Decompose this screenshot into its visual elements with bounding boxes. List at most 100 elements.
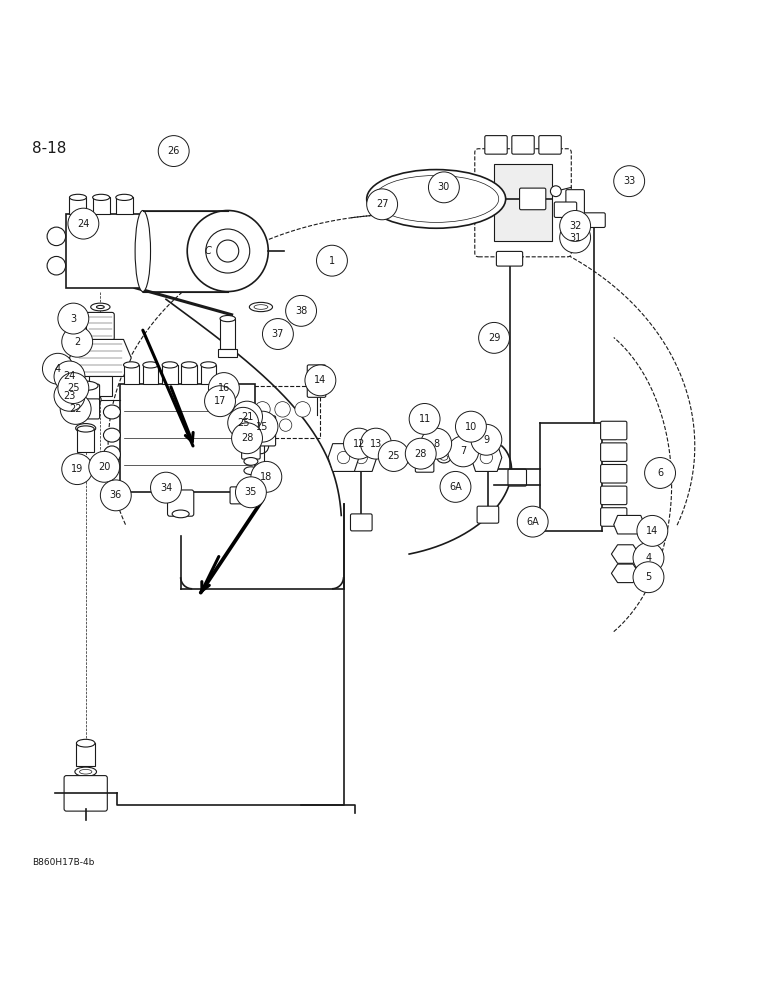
Circle shape	[633, 562, 664, 593]
Circle shape	[355, 451, 367, 464]
Circle shape	[232, 401, 262, 432]
Ellipse shape	[80, 769, 92, 774]
Ellipse shape	[96, 305, 104, 309]
Circle shape	[645, 458, 676, 488]
Circle shape	[156, 486, 168, 498]
Circle shape	[479, 322, 510, 353]
Circle shape	[317, 245, 347, 276]
Ellipse shape	[90, 303, 110, 311]
Text: 21: 21	[241, 412, 253, 422]
Circle shape	[187, 211, 268, 292]
Ellipse shape	[162, 362, 178, 368]
Circle shape	[255, 402, 270, 417]
Text: 5: 5	[645, 572, 652, 582]
Circle shape	[560, 211, 591, 241]
Polygon shape	[346, 444, 377, 471]
Circle shape	[205, 386, 235, 417]
Ellipse shape	[437, 452, 451, 463]
Ellipse shape	[181, 362, 197, 368]
Circle shape	[295, 402, 310, 417]
Ellipse shape	[69, 194, 86, 200]
Text: B860H17B-4b: B860H17B-4b	[32, 858, 95, 867]
Text: 23: 23	[63, 391, 76, 401]
Bar	[89, 376, 112, 396]
Circle shape	[337, 451, 350, 464]
Circle shape	[428, 172, 459, 203]
Circle shape	[344, 428, 374, 459]
Circle shape	[208, 373, 239, 403]
Ellipse shape	[76, 424, 96, 433]
Text: 33: 33	[623, 176, 635, 186]
Text: 34: 34	[160, 483, 172, 493]
Circle shape	[421, 428, 452, 459]
Text: 1: 1	[329, 256, 335, 266]
Text: 36: 36	[110, 490, 122, 500]
Text: 38: 38	[295, 306, 307, 316]
Ellipse shape	[379, 452, 393, 463]
FancyBboxPatch shape	[93, 197, 110, 214]
FancyBboxPatch shape	[350, 514, 372, 531]
FancyBboxPatch shape	[64, 776, 107, 811]
Ellipse shape	[103, 428, 120, 442]
Circle shape	[54, 380, 85, 411]
Ellipse shape	[135, 211, 151, 292]
Ellipse shape	[401, 455, 409, 460]
Circle shape	[54, 361, 85, 392]
Ellipse shape	[93, 194, 110, 200]
Circle shape	[409, 403, 440, 434]
Circle shape	[560, 222, 591, 253]
Ellipse shape	[398, 452, 412, 463]
Text: 3: 3	[70, 314, 76, 324]
FancyBboxPatch shape	[66, 214, 143, 288]
Bar	[124, 365, 139, 384]
Ellipse shape	[75, 767, 96, 776]
Circle shape	[47, 256, 66, 275]
Text: 27: 27	[376, 199, 388, 209]
Bar	[162, 365, 178, 384]
Polygon shape	[69, 339, 131, 376]
Ellipse shape	[220, 315, 235, 322]
Ellipse shape	[103, 405, 120, 419]
Ellipse shape	[249, 302, 273, 312]
Text: 30: 30	[438, 182, 450, 192]
FancyBboxPatch shape	[539, 136, 561, 154]
Text: 22: 22	[69, 404, 82, 414]
Text: 17: 17	[214, 396, 226, 406]
Circle shape	[614, 166, 645, 197]
Text: 29: 29	[488, 333, 500, 343]
Circle shape	[205, 229, 249, 273]
Text: 18: 18	[260, 472, 273, 482]
Text: 19: 19	[71, 464, 83, 474]
Polygon shape	[614, 515, 645, 534]
FancyBboxPatch shape	[601, 508, 627, 526]
Text: 9: 9	[483, 435, 489, 445]
Circle shape	[158, 136, 189, 166]
Text: 26: 26	[168, 146, 180, 156]
FancyBboxPatch shape	[86, 312, 114, 340]
Polygon shape	[611, 545, 639, 563]
Circle shape	[550, 186, 561, 197]
Circle shape	[62, 454, 93, 485]
Text: 24: 24	[63, 371, 76, 381]
Circle shape	[471, 424, 502, 455]
FancyBboxPatch shape	[477, 506, 499, 523]
Polygon shape	[611, 564, 639, 583]
Circle shape	[448, 436, 479, 467]
FancyBboxPatch shape	[508, 469, 527, 486]
Text: 11: 11	[418, 414, 431, 424]
Circle shape	[262, 319, 293, 349]
Bar	[143, 211, 228, 292]
Text: 37: 37	[272, 329, 284, 339]
Ellipse shape	[421, 455, 428, 460]
Ellipse shape	[77, 426, 94, 432]
FancyBboxPatch shape	[512, 136, 534, 154]
Text: 24: 24	[77, 219, 90, 229]
FancyBboxPatch shape	[251, 386, 320, 438]
Circle shape	[633, 542, 664, 573]
FancyBboxPatch shape	[415, 446, 434, 472]
Ellipse shape	[143, 362, 158, 368]
Ellipse shape	[254, 305, 268, 309]
Circle shape	[305, 365, 336, 396]
Bar	[120, 384, 255, 492]
Text: 6: 6	[657, 468, 663, 478]
